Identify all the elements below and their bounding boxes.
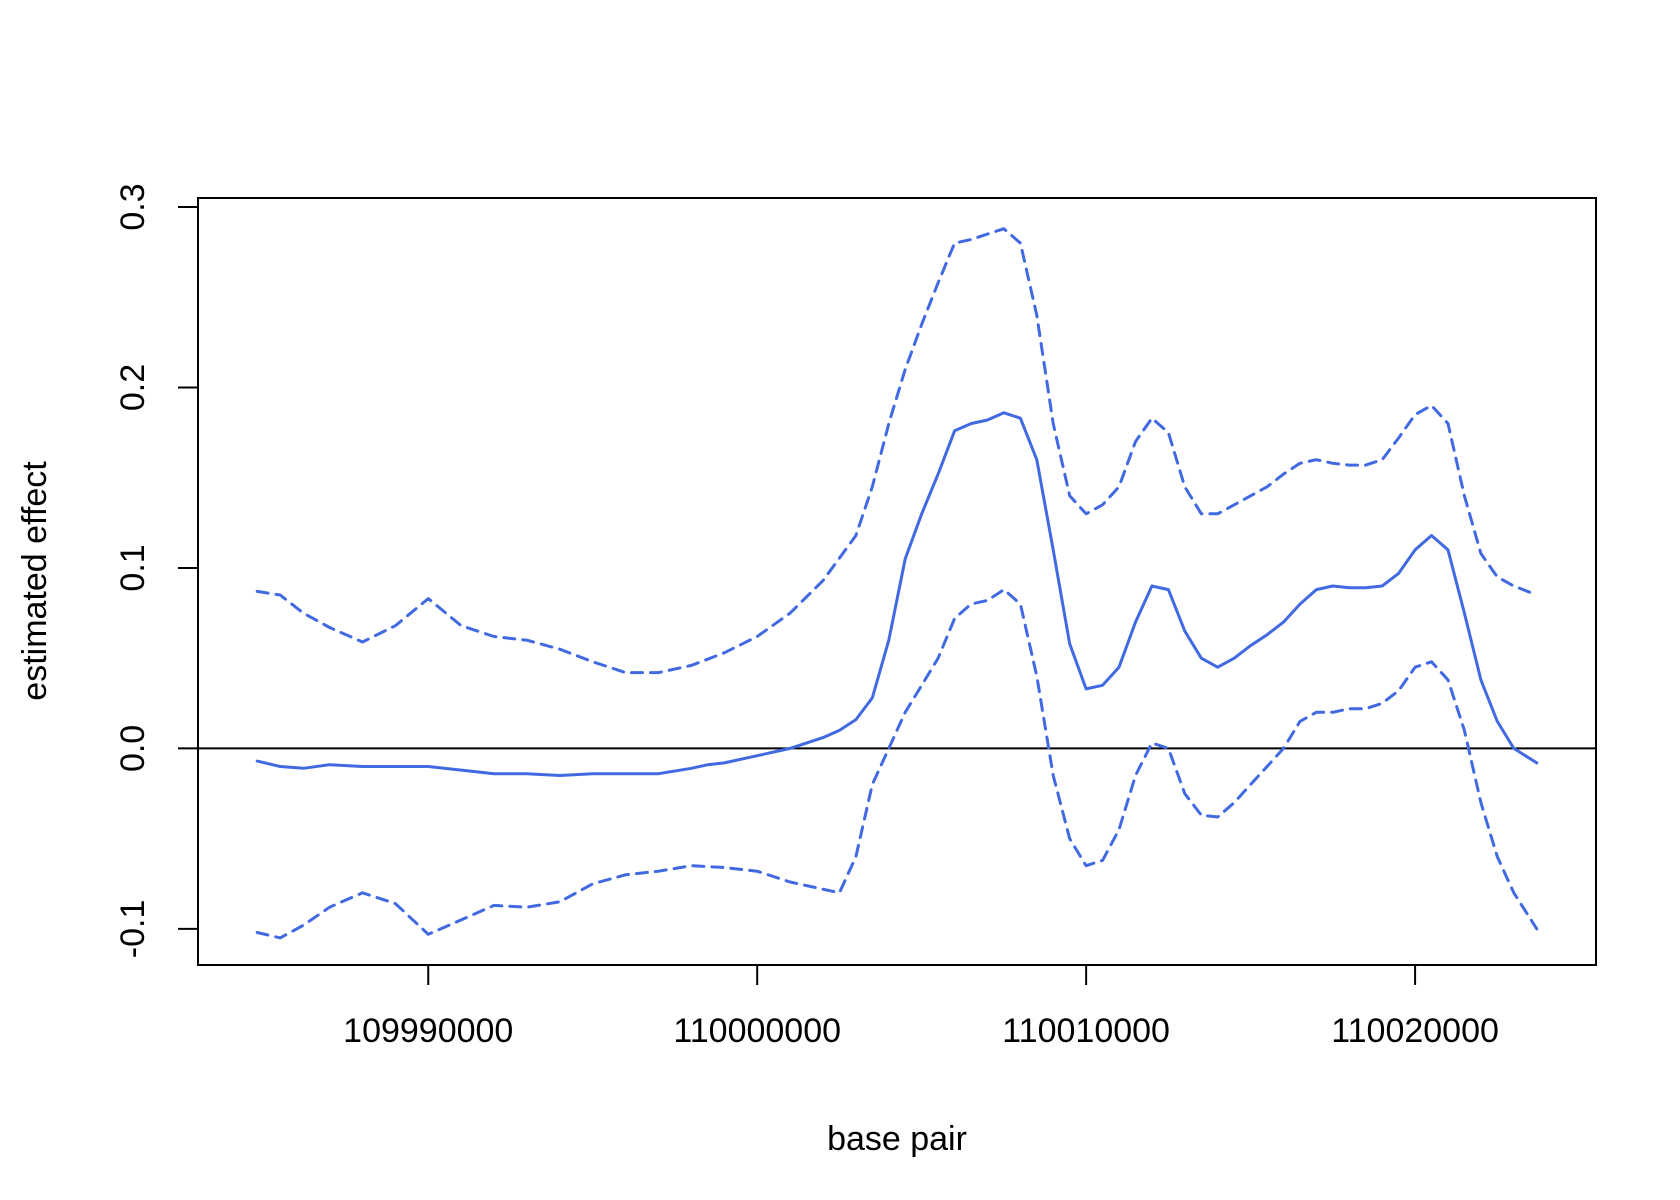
- y-tick-label: 0.0: [114, 725, 152, 772]
- y-axis: -0.1 0.0 0.1 0.2 0.3: [114, 183, 199, 959]
- x-tick-label: 110020000: [1331, 1012, 1499, 1050]
- y-tick-label: -0.1: [114, 900, 152, 959]
- confidence-band-line-1: [255, 227, 1539, 675]
- x-tick-label: 110010000: [1002, 1012, 1170, 1050]
- y-tick-label: 0.3: [114, 183, 152, 230]
- x-axis-label: base pair: [827, 1120, 967, 1158]
- y-axis-label: estimated effect: [16, 461, 54, 701]
- x-tick-label: 110000000: [673, 1012, 841, 1050]
- x-tick-label: 109990000: [343, 1012, 513, 1050]
- confidence-band-line-2: [255, 588, 1539, 940]
- y-tick-label: 0.2: [114, 364, 152, 411]
- estimate-line: [255, 411, 1539, 777]
- x-axis: 109990000 110000000 110010000 110020000: [343, 964, 1499, 1050]
- series-layer: [255, 227, 1539, 940]
- y-tick-label: 0.1: [114, 544, 152, 591]
